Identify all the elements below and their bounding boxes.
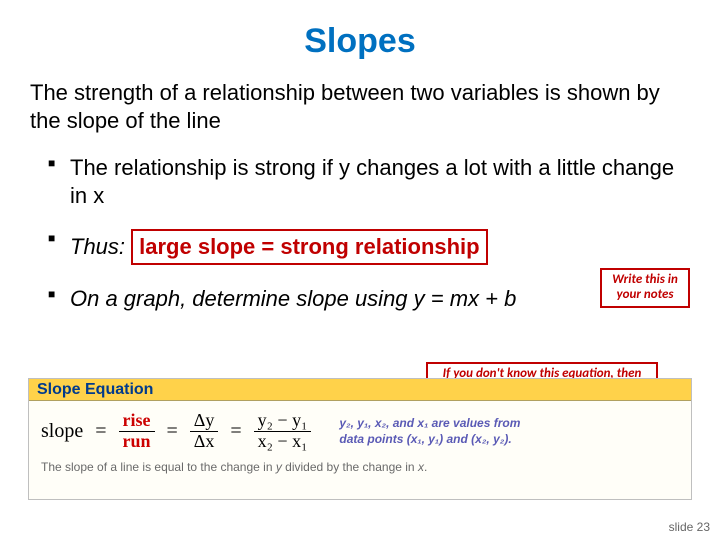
bullet-2-highlight: large slope = strong relationship xyxy=(131,229,487,265)
equation-header-title: Slope Equation xyxy=(29,381,153,399)
bullet-2: Thus: large slope = strong relationship xyxy=(48,219,690,275)
slope-label: slope xyxy=(41,420,83,443)
frac3-num: y₂ − y₁ xyxy=(254,411,312,432)
frac3-den: x₂ − x₁ xyxy=(254,432,312,452)
equals-3: = xyxy=(228,420,243,443)
frac1-den: run xyxy=(119,432,155,452)
caption-mid: divided by the change in xyxy=(282,460,418,474)
equals-1: = xyxy=(93,420,108,443)
fraction-rise-run: rise run xyxy=(119,411,155,452)
fraction-delta: Δy Δx xyxy=(190,411,219,452)
bullet-3: On a graph, determine slope using y = mx… xyxy=(48,275,690,323)
equation-caption: The slope of a line is equal to the chan… xyxy=(29,456,691,480)
intro-text: The strength of a relationship between t… xyxy=(0,79,720,144)
frac1-num: rise xyxy=(119,411,155,432)
side-note-line1: y₂, y₁, x₂, and x₁ are values from xyxy=(339,415,520,431)
slide-number: slide 23 xyxy=(669,520,710,534)
bullet-2-prefix: Thus: xyxy=(70,234,131,259)
frac2-num: Δy xyxy=(190,411,219,432)
frac2-den: Δx xyxy=(190,432,219,452)
equation-side-note: y₂, y₁, x₂, and x₁ are values from data … xyxy=(339,415,520,447)
equation-body: slope = rise run = Δy Δx = y₂ − y₁ x₂ − … xyxy=(29,401,691,456)
slide-title: Slopes xyxy=(0,0,720,79)
equals-2: = xyxy=(165,420,180,443)
bullet-1: The relationship is strong if y changes … xyxy=(48,144,690,219)
caption-pre: The slope of a line is equal to the chan… xyxy=(41,460,276,474)
caption-end: . xyxy=(424,460,427,474)
note-write-this: Write this in your notes xyxy=(600,268,690,308)
equation-header: Slope Equation xyxy=(29,379,691,401)
slope-equation-box: Slope Equation slope = rise run = Δy Δx … xyxy=(28,378,692,500)
side-note-line2: data points (x₁, y₁) and (x₂, y₂). xyxy=(339,431,520,447)
fraction-points: y₂ − y₁ x₂ − x₁ xyxy=(254,411,312,452)
